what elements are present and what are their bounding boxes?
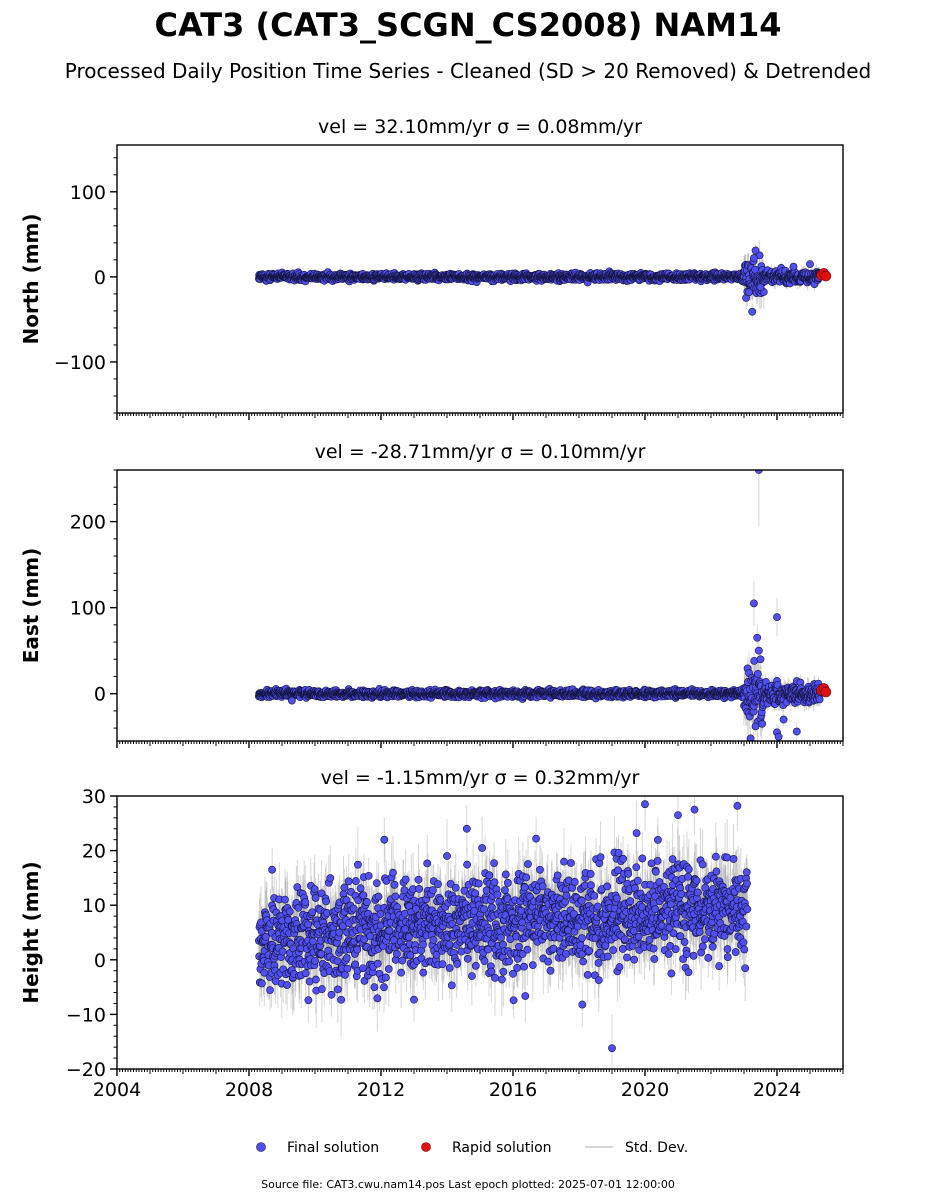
final-solution-point [751,246,760,255]
plot-data [254,470,832,741]
y-ticks [110,157,117,414]
y-tick-label: −100 [54,352,106,374]
figure-subtitle: Processed Daily Position Time Series - C… [65,59,871,83]
north-panel: vel = 32.10mm/yr σ = 0.08mm/yr North (mm)… [19,116,844,420]
final-solution-point [745,288,753,297]
final-solution-point [748,307,757,316]
final-solution-point [756,283,765,291]
rapid-solution-point [820,270,832,282]
figure-title: CAT3 (CAT3_SCGN_CS2008) NAM14 [155,6,782,44]
plot-data [254,240,832,321]
final-solution-point [789,262,798,271]
east-panel: vel = -28.71mm/yr σ = 0.10mm/yr East (mm)… [19,441,844,748]
y-tick-label: 0 [94,267,106,289]
panel-title: vel = 32.10mm/yr σ = 0.08mm/yr [318,116,642,138]
panel-title: vel = -28.71mm/yr σ = 0.10mm/yr [315,441,646,463]
y-axis-label: East (mm) [19,548,43,664]
x-ticks [116,413,844,420]
y-tick-label: 100 [70,182,106,204]
final-solution-point [806,260,814,269]
y-axis-label: North (mm) [19,213,43,344]
final-solution-point [750,254,758,263]
points-group [254,246,832,316]
